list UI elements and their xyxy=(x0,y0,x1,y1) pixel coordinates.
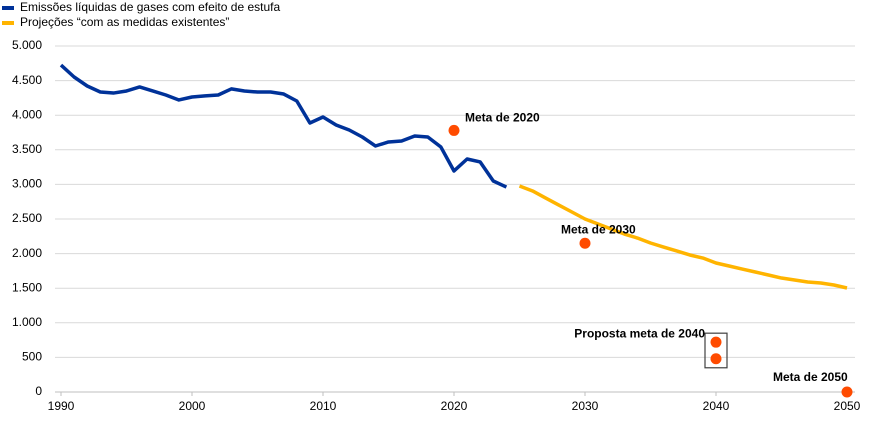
target-point xyxy=(448,124,460,136)
x-tick-label: 2040 xyxy=(703,399,730,413)
x-tick-label: 1990 xyxy=(48,399,75,413)
y-tick-label: 2.500 xyxy=(12,211,42,225)
y-tick-label: 1.500 xyxy=(12,280,42,294)
legend-label: Emissões líquidas de gases com efeito de… xyxy=(20,0,280,14)
target-point xyxy=(710,336,722,348)
target-label: Meta de 2050 xyxy=(773,370,848,384)
target-label: Meta de 2030 xyxy=(561,222,636,236)
y-tick-label: 3.500 xyxy=(12,142,42,156)
x-tick-label: 2030 xyxy=(572,399,599,413)
y-tick-label: 5.000 xyxy=(12,38,42,52)
y-tick-label: 3.000 xyxy=(12,177,42,191)
y-tick-label: 0 xyxy=(35,384,42,398)
target-box xyxy=(704,332,728,369)
target-label: Meta de 2020 xyxy=(465,111,540,125)
target-label: Proposta meta de 2040 xyxy=(574,326,705,340)
target-point xyxy=(710,353,722,365)
y-tick-label: 1.000 xyxy=(12,315,42,329)
x-tick-label: 2010 xyxy=(310,399,337,413)
y-tick-label: 2.000 xyxy=(12,246,42,260)
y-tick-label: 4.500 xyxy=(12,73,42,87)
target-point xyxy=(579,237,591,249)
x-tick-label: 2020 xyxy=(441,399,468,413)
series-line xyxy=(59,63,508,189)
legend-label: Projeções “com as medidas existentes” xyxy=(20,15,229,29)
target-point xyxy=(841,386,853,398)
y-tick-label: 500 xyxy=(22,350,42,364)
y-tick-label: 4.000 xyxy=(12,107,42,121)
x-tick-label: 2050 xyxy=(834,399,861,413)
series-line xyxy=(518,184,848,290)
x-tick-label: 2000 xyxy=(179,399,206,413)
